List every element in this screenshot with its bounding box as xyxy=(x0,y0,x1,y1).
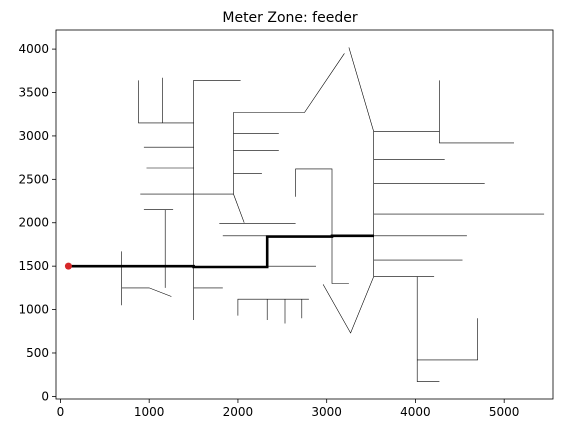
x-tick-label: 3000 xyxy=(311,405,342,419)
source-marker xyxy=(64,262,72,270)
y-tick-label: 2500 xyxy=(18,172,49,186)
network-line-12 xyxy=(121,287,172,297)
x-tick-label: 2000 xyxy=(223,405,254,419)
x-tick-label: 4000 xyxy=(400,405,431,419)
network-line-36 xyxy=(416,276,440,382)
marker-layer xyxy=(64,262,72,270)
y-tick-label: 1500 xyxy=(18,259,49,273)
x-tick-label: 0 xyxy=(57,405,65,419)
y-tick-label: 0 xyxy=(41,389,49,403)
y-tick-label: 3000 xyxy=(18,129,49,143)
y-tick-label: 4000 xyxy=(18,42,49,56)
network-lines xyxy=(121,47,545,382)
highlighted-path xyxy=(68,234,374,269)
network-line-29 xyxy=(439,131,514,144)
plot-area xyxy=(55,29,554,400)
y-axis: 0 500 1000 1500 2000 2500 3000 3500 4000 xyxy=(18,42,56,403)
network-line-13 xyxy=(233,53,345,195)
network-line-37 xyxy=(417,318,478,361)
y-tick-label: 2000 xyxy=(18,216,49,230)
network-line-17 xyxy=(233,193,245,223)
x-tick-label: 1000 xyxy=(134,405,165,419)
x-tick-label: 5000 xyxy=(489,405,520,419)
y-tick-label: 1000 xyxy=(18,303,49,317)
network-line-1 xyxy=(193,80,241,195)
network-line-4 xyxy=(138,80,194,124)
network-line-27 xyxy=(322,235,375,334)
x-axis: 0 1000 2000 3000 4000 5000 xyxy=(57,399,520,419)
y-tick-label: 3500 xyxy=(18,86,49,100)
chart-title: Meter Zone: feeder xyxy=(222,10,357,26)
highlight-path-line xyxy=(68,234,374,269)
network-line-21 xyxy=(295,168,349,284)
y-tick-label: 500 xyxy=(26,346,49,360)
